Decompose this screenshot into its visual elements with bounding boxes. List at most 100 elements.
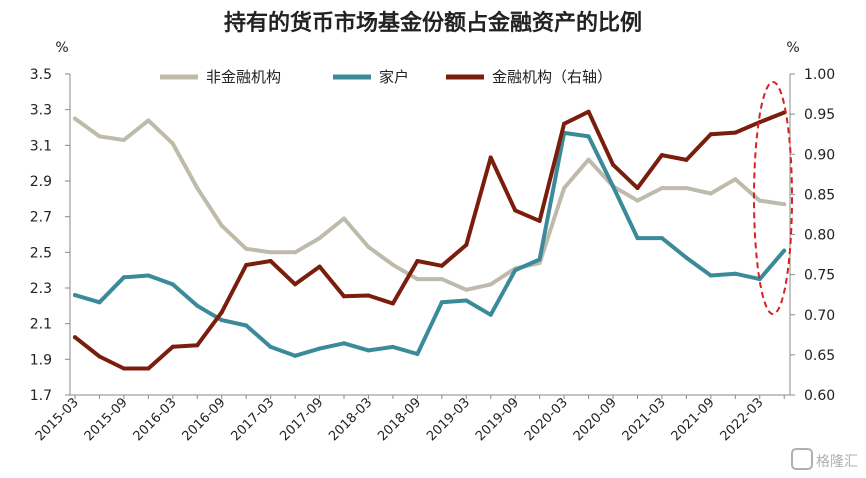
series-point-household bbox=[317, 346, 322, 351]
series-point-nonfinancial bbox=[684, 186, 689, 191]
y-right-tick-label: 0.90 bbox=[804, 147, 835, 163]
x-tick-label: 2020-03 bbox=[522, 395, 571, 444]
series-point-household bbox=[97, 300, 102, 305]
y-right-tick-label: 0.70 bbox=[804, 308, 835, 324]
series-point-financial bbox=[293, 282, 298, 287]
series-point-nonfinancial bbox=[415, 277, 420, 282]
series-point-financial bbox=[635, 186, 640, 190]
series-point-nonfinancial bbox=[342, 216, 346, 221]
x-tick-label: 2018-03 bbox=[326, 395, 375, 444]
series-point-nonfinancial bbox=[268, 250, 273, 255]
series-point-financial bbox=[659, 153, 664, 158]
series-point-financial bbox=[439, 263, 444, 268]
x-tick-label: 2016-09 bbox=[180, 395, 229, 444]
series-point-household bbox=[219, 318, 224, 323]
series-point-nonfinancial bbox=[390, 262, 395, 267]
series-point-nonfinancial bbox=[464, 287, 469, 292]
y-right-tick-label: 1.00 bbox=[804, 67, 835, 83]
y-right-tick-label: 0.65 bbox=[804, 348, 835, 364]
series-point-household bbox=[635, 236, 640, 241]
y-left-tick-label: 3.5 bbox=[30, 67, 52, 83]
series-point-financial bbox=[219, 310, 224, 315]
series-point-financial bbox=[708, 132, 713, 137]
series-point-financial bbox=[244, 263, 249, 267]
series-point-financial bbox=[562, 121, 567, 126]
series-point-nonfinancial bbox=[195, 186, 200, 191]
y-right-tick-label: 0.75 bbox=[804, 268, 835, 284]
series-point-household bbox=[244, 323, 249, 328]
series-point-financial bbox=[97, 354, 102, 359]
series-point-nonfinancial bbox=[757, 198, 762, 203]
series-point-nonfinancial bbox=[733, 177, 738, 182]
series-line-nonfinancial bbox=[73, 116, 787, 292]
legend-label-financial: 金融机构（右轴） bbox=[492, 68, 612, 86]
x-tick-label: 2019-09 bbox=[473, 395, 522, 444]
series-point-nonfinancial bbox=[170, 141, 175, 146]
y-left-tick-label: 2.5 bbox=[30, 245, 52, 261]
y-left-tick-label: 2.7 bbox=[30, 210, 52, 226]
series-point-household bbox=[684, 255, 689, 260]
series-point-household bbox=[537, 257, 542, 262]
series-point-financial bbox=[733, 130, 738, 135]
series-point-household bbox=[464, 298, 469, 303]
series-point-nonfinancial bbox=[782, 202, 787, 207]
series-point-nonfinancial bbox=[121, 138, 126, 142]
x-tick-label: 2017-09 bbox=[277, 395, 326, 444]
series-point-financial bbox=[268, 259, 273, 263]
x-tick-label: 2022-03 bbox=[718, 395, 767, 444]
series-point-nonfinancial bbox=[97, 134, 102, 139]
series-point-household bbox=[439, 300, 444, 305]
highlight-ellipse bbox=[753, 81, 793, 315]
y-left-tick-label: 2.3 bbox=[30, 281, 52, 297]
series-point-nonfinancial bbox=[146, 118, 151, 123]
series-point-nonfinancial bbox=[708, 191, 713, 196]
series-point-nonfinancial bbox=[659, 186, 664, 191]
series-point-financial bbox=[390, 301, 395, 306]
x-tick-label: 2017-03 bbox=[228, 395, 277, 444]
series-point-nonfinancial bbox=[635, 198, 640, 203]
series-point-household bbox=[513, 268, 518, 273]
y-right-tick-label: 0.95 bbox=[804, 107, 835, 123]
series-point-financial bbox=[611, 162, 615, 167]
x-tick-label: 2020-09 bbox=[571, 395, 620, 444]
y-right-tick-label: 0.80 bbox=[804, 228, 835, 244]
series-point-nonfinancial bbox=[439, 277, 444, 282]
series-point-financial bbox=[342, 294, 346, 299]
series-point-nonfinancial bbox=[488, 282, 493, 287]
series-point-financial bbox=[146, 366, 151, 371]
y-left-tick-label: 1.7 bbox=[30, 388, 52, 404]
series-point-household bbox=[121, 275, 126, 280]
series-point-financial bbox=[684, 157, 689, 162]
x-tick-label: 2015-09 bbox=[82, 395, 131, 444]
series-point-nonfinancial bbox=[244, 246, 249, 251]
series-point-household bbox=[293, 353, 298, 358]
y-right-tick-label: 0.85 bbox=[804, 187, 835, 203]
series-point-household bbox=[73, 293, 77, 298]
series-point-nonfinancial bbox=[366, 245, 371, 249]
series-point-household bbox=[611, 184, 615, 189]
y-left-tick-label: 2.9 bbox=[30, 174, 52, 190]
x-tick-label: 2019-03 bbox=[424, 395, 473, 444]
legend: 非金融机构 家户 金融机构（右轴） bbox=[160, 68, 612, 86]
series-point-nonfinancial bbox=[293, 250, 298, 255]
series-point-nonfinancial bbox=[219, 223, 224, 228]
y-left-tick-label: 3.1 bbox=[30, 138, 52, 154]
series-point-financial bbox=[366, 293, 371, 298]
series-point-financial bbox=[121, 366, 126, 371]
y-left-tick-label: 3.3 bbox=[30, 103, 52, 119]
watermark-logo-icon bbox=[791, 448, 813, 470]
series-point-financial bbox=[415, 259, 420, 263]
series-point-financial bbox=[73, 335, 77, 340]
series-point-household bbox=[342, 341, 346, 346]
watermark-text: 格隆汇 bbox=[816, 454, 858, 470]
series-layer bbox=[73, 109, 787, 371]
y-axis-right-unit: % bbox=[786, 40, 799, 56]
series-point-financial bbox=[464, 242, 469, 247]
series-point-nonfinancial bbox=[562, 186, 567, 191]
series-point-household bbox=[708, 273, 713, 278]
series-point-nonfinancial bbox=[73, 116, 77, 121]
series-point-household bbox=[733, 271, 738, 276]
series-point-household bbox=[146, 273, 151, 278]
x-tick-label: 2021-09 bbox=[669, 395, 718, 444]
